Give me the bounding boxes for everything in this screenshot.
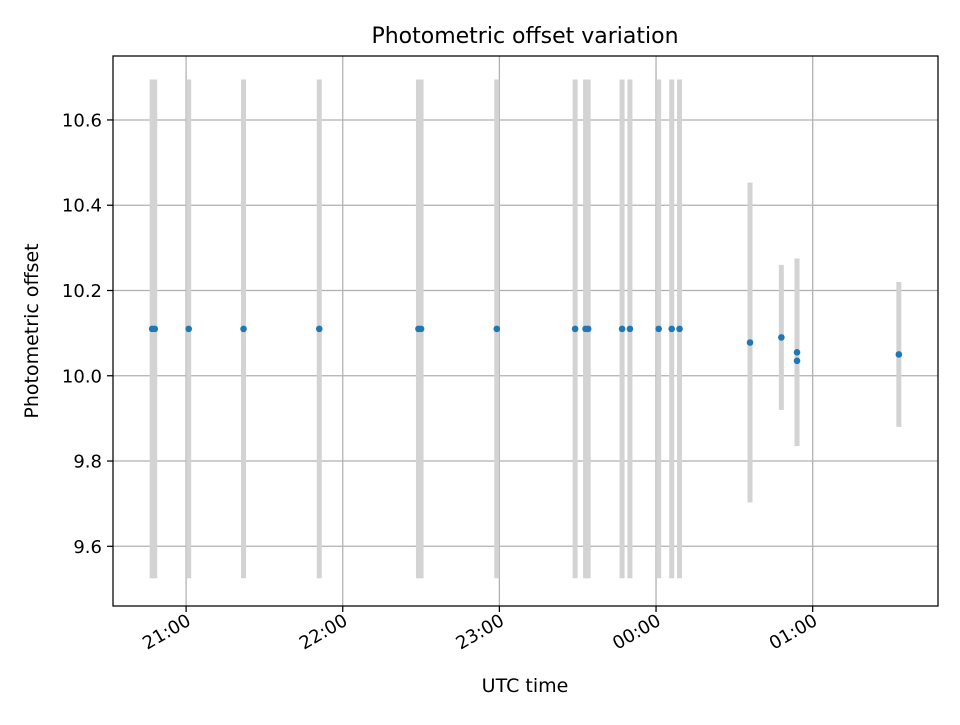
data-point: [417, 325, 425, 333]
data-point: [626, 325, 634, 333]
data-point: [746, 339, 754, 346]
data-point: [668, 325, 676, 333]
data-point: [655, 325, 662, 333]
data-point: [240, 325, 247, 333]
data-point: [793, 357, 801, 365]
x-axis-label: UTC time: [482, 675, 569, 697]
data-point: [793, 349, 801, 356]
data-point: [676, 325, 683, 333]
chart-title: Photometric offset variation: [371, 24, 678, 49]
y-tick-label: 9.8: [73, 452, 102, 473]
data-point: [315, 325, 323, 333]
plot-frame: [112, 55, 939, 607]
y-tick-label: 10.6: [62, 110, 102, 131]
marker-layer: [148, 325, 903, 365]
data-point: [895, 351, 903, 358]
data-point: [493, 325, 501, 333]
data-point: [571, 325, 579, 333]
y-axis-label: Photometric offset: [21, 243, 43, 418]
data-point: [618, 325, 626, 333]
data-point: [584, 325, 592, 333]
y-tick-label: 9.6: [73, 537, 102, 558]
data-point: [151, 325, 159, 333]
data-point: [185, 325, 193, 333]
y-tick-label: 10.0: [62, 366, 102, 387]
y-axis-ticks: 9.6 9.8 10.0 10.2 10.4 10.6: [62, 110, 113, 558]
y-tick-label: 10.2: [62, 281, 102, 302]
data-point: [778, 334, 785, 341]
grid-layer: [113, 56, 938, 606]
y-tick-label: 10.4: [62, 196, 102, 217]
